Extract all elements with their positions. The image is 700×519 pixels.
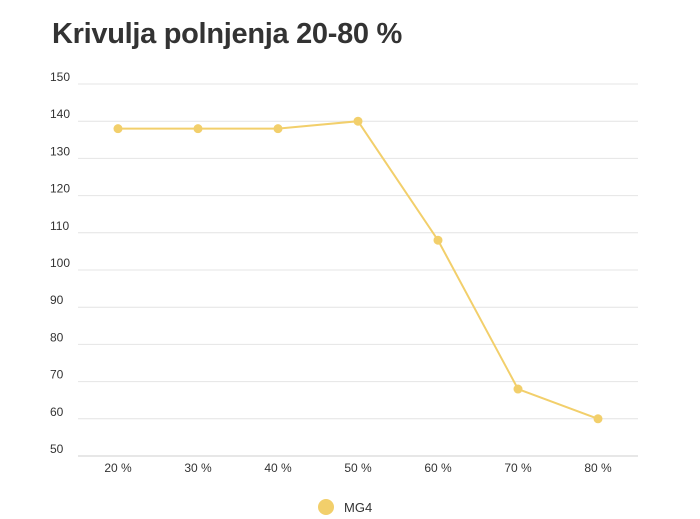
y-tick-label: 50 (50, 442, 64, 456)
legend-marker (318, 499, 334, 515)
x-tick-label: 50 % (344, 461, 372, 475)
data-point[interactable] (593, 414, 603, 424)
x-tick-label: 70 % (504, 461, 532, 475)
grid-lines (78, 83, 638, 457)
y-tick-label: 70 (50, 368, 64, 382)
data-point[interactable] (193, 124, 203, 134)
legend[interactable]: MG4 (318, 499, 372, 515)
x-tick-label: 80 % (584, 461, 612, 475)
data-point[interactable] (433, 235, 443, 245)
y-tick-label: 100 (50, 256, 70, 270)
y-tick-label: 90 (50, 293, 64, 307)
series-mg4 (113, 116, 603, 424)
legend-label: MG4 (344, 499, 373, 515)
x-tick-label: 30 % (184, 461, 212, 475)
data-point[interactable] (113, 124, 123, 134)
x-tick-label: 60 % (424, 461, 452, 475)
data-point[interactable] (513, 384, 523, 394)
y-tick-label: 60 (50, 405, 64, 419)
y-tick-label: 80 (50, 330, 64, 344)
y-tick-label: 120 (50, 182, 70, 196)
x-tick-label: 20 % (104, 461, 132, 475)
data-point[interactable] (353, 116, 363, 126)
y-axis-ticks: 150 140 130 120 110 100 90 80 70 60 50 (50, 70, 70, 456)
data-point[interactable] (273, 124, 283, 134)
y-tick-label: 150 (50, 70, 70, 84)
y-tick-label: 140 (50, 107, 70, 121)
chart-title: Krivulja polnjenja 20-80 % (52, 18, 402, 50)
y-tick-label: 130 (50, 144, 70, 158)
x-axis-ticks: 20 % 30 % 40 % 50 % 60 % 70 % 80 % (104, 461, 612, 475)
y-tick-label: 110 (50, 219, 69, 233)
x-tick-label: 40 % (264, 461, 292, 475)
